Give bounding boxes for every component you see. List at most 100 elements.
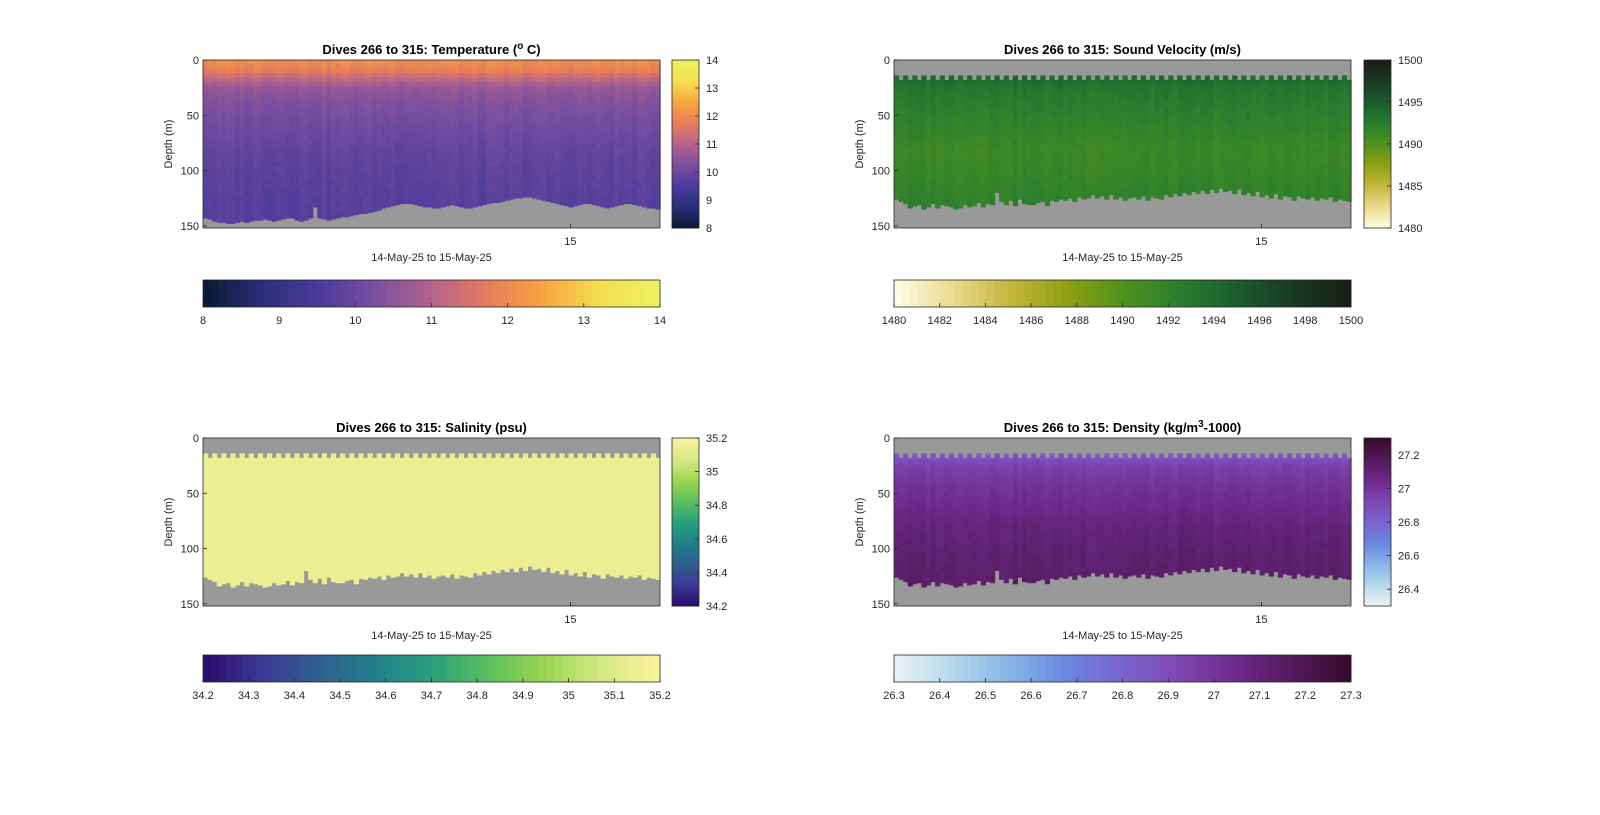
heatmap-cell [417,77,423,83]
heatmap-cell [234,210,241,216]
heatmap-cell [605,192,611,198]
heatmap-cell [605,148,611,154]
heatmap-cell [573,179,579,185]
heatmap-cell [532,170,538,176]
heatmap-cell [527,90,533,96]
heatmap-cell [614,179,620,185]
heatmap-cell [545,188,551,194]
colorbar-swatch [332,280,341,307]
heatmap-cell [330,126,337,132]
heatmap-cell [477,166,483,171]
heatmap-cell [344,157,350,163]
colorbar-swatch [672,152,699,156]
heatmap-cell [271,68,277,74]
heatmap-cell [545,157,551,163]
heatmap-cell [646,60,652,65]
heatmap-cell [518,121,524,127]
heatmap-cell [257,179,264,185]
heatmap-cell [335,99,341,105]
heatmap-cell [1040,117,1046,123]
heatmap-cell [216,113,222,118]
heatmap-cell [276,157,282,163]
heatmap-cell [907,95,913,101]
heatmap-cell [445,183,451,189]
heatmap-cell [980,130,986,136]
heatmap-column [586,60,593,205]
heatmap-cell [394,113,401,118]
heatmap-cell [1035,179,1041,185]
heatmap-cell [944,130,950,136]
heatmap-cell [1085,82,1092,87]
heatmap-cell [495,86,501,92]
heatmap-cell [303,117,309,123]
heatmap-cell [321,210,327,216]
heatmap-cell [294,99,300,105]
heatmap-cell [907,183,913,189]
heatmap-cell [298,144,305,149]
heatmap-cell [445,179,451,185]
heatmap-cell [513,90,519,96]
heatmap-cell [554,126,561,132]
heatmap-cell [330,113,337,118]
heatmap-cell [591,197,597,202]
colorbar-swatch [477,280,486,307]
heatmap-cell [468,68,474,74]
heatmap-cell [312,95,318,101]
heatmap-cell [381,205,387,209]
heatmap-cell [477,126,483,132]
heatmap-cell [490,99,497,105]
heatmap-cell [522,161,529,167]
heatmap-cell [554,104,561,110]
heatmap-cell [248,205,254,211]
heatmap-cell [426,139,433,145]
heatmap-cell [655,77,661,83]
heatmap-cell [426,174,433,180]
heatmap-cell [321,104,327,110]
heatmap-cell [591,139,597,145]
heatmap-cell [1031,139,1037,145]
heatmap-cell [335,113,341,118]
heatmap-cell [903,166,909,171]
heatmap-cell [1081,166,1087,171]
colorbar-swatch [672,174,699,179]
heatmap-cell [623,108,629,114]
heatmap-cell [568,73,574,79]
heatmap-column [1017,79,1023,200]
heatmap-cell [971,126,977,132]
heatmap-cell [564,126,570,132]
heatmap-cell [980,166,986,171]
heatmap-cell [1063,108,1069,114]
heatmap-cell [477,73,483,79]
heatmap-cell [948,95,955,101]
heatmap-cell [294,77,300,83]
heatmap-cell [289,86,295,92]
heatmap-cell [426,188,433,194]
heatmap-cell [321,73,327,79]
heatmap-cell [1072,174,1078,180]
heatmap-cell [554,121,561,127]
heatmap-cell [390,192,396,198]
heatmap-cell [1058,139,1064,145]
heatmap-cell [303,104,309,110]
heatmap-cell [285,135,291,140]
heatmap-cell [999,148,1005,154]
heatmap-cell [513,95,519,101]
heatmap-cell [903,75,909,79]
heatmap-cell [916,108,923,114]
heatmap-cell [385,104,391,110]
heatmap-cell [500,60,506,65]
heatmap-cell [431,77,437,83]
heatmap-column [916,79,923,206]
heatmap-cell [449,126,455,132]
heatmap-cell [216,157,222,163]
heatmap-cell [253,86,259,92]
heatmap-cell [962,166,968,171]
colorbar-swatch [530,280,539,307]
heatmap-cell [399,192,405,198]
heatmap-cell [541,130,547,136]
heatmap-cell [641,99,647,105]
heatmap-cell [504,86,510,92]
heatmap-cell [244,152,250,158]
heatmap-cell [1026,166,1032,171]
heatmap-cell [431,90,437,96]
